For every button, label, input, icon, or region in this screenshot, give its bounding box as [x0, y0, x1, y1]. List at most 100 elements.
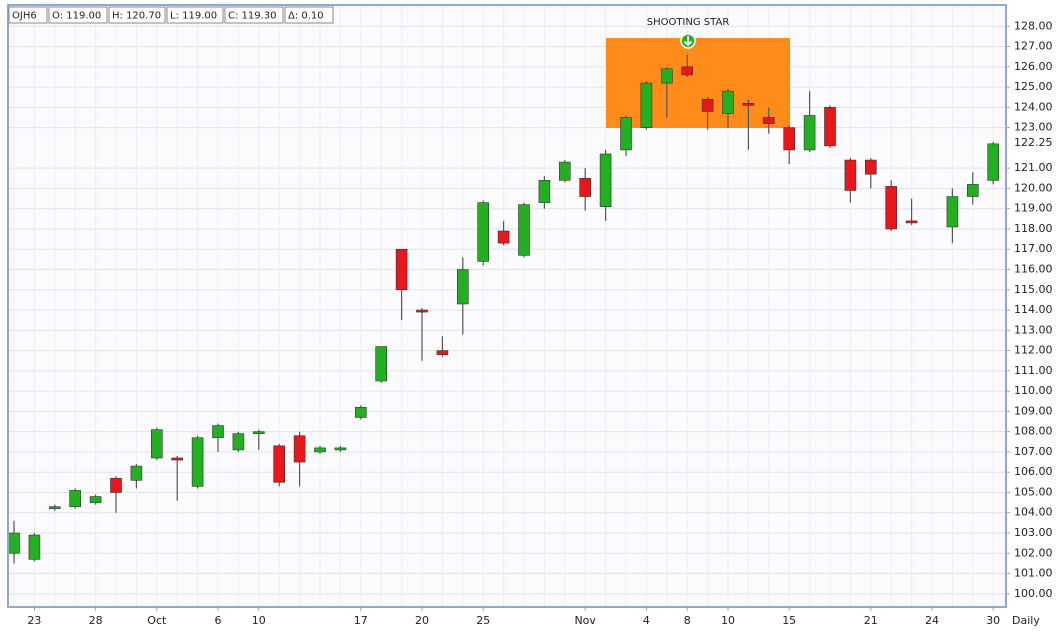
- candle-body: [375, 346, 388, 382]
- annotation: SHOOTING STAR: [647, 17, 730, 28]
- quote-text: Δ: 0.10: [288, 11, 324, 22]
- y-tick-label: 125.00: [1014, 80, 1053, 93]
- candle-body: [864, 159, 877, 175]
- pattern-arrow: [683, 36, 693, 47]
- candle-body: [89, 496, 102, 503]
- quote-cell: [284, 6, 334, 24]
- candle-body: [558, 161, 571, 181]
- x-tick-label: 24: [925, 614, 939, 627]
- candle-body: [538, 180, 551, 203]
- last-price-label: 122.25: [1014, 136, 1053, 149]
- candle-body: [681, 66, 694, 76]
- y-tick-label: 108.00: [1014, 425, 1053, 438]
- y-tick-label: 116.00: [1014, 263, 1053, 276]
- x-tick-label: 25: [476, 614, 490, 627]
- candle-body: [151, 429, 163, 459]
- y-tick-label: 107.00: [1014, 445, 1053, 458]
- candle-body: [620, 117, 632, 151]
- y-tick-label: 112.00: [1014, 344, 1053, 357]
- quote-cell: [224, 6, 284, 24]
- candle-body: [762, 117, 775, 124]
- y-tick-label: 127.00: [1014, 40, 1053, 53]
- x-tick-label: 10: [252, 614, 266, 627]
- axis: 100.00 101.00 102.00 103.00 104.00 105.00 106.…: [27, 19, 1052, 627]
- candle-body: [293, 435, 306, 463]
- period-label: Daily: [1012, 614, 1040, 627]
- candle-body: [253, 431, 265, 434]
- y-tick-label: 111.00: [1014, 364, 1053, 377]
- quote-cell: [48, 6, 108, 24]
- x-tick-label: 28: [89, 614, 103, 627]
- candle-body: [8, 532, 20, 554]
- candle-body: [477, 202, 490, 262]
- candle-body: [701, 98, 714, 112]
- quote-text: L: 119.00: [170, 11, 217, 22]
- quote-text: C: 119.30: [228, 11, 277, 22]
- quote-text: OJH6: [12, 11, 37, 22]
- y-tick-label: 120.00: [1014, 181, 1053, 194]
- candle-body: [497, 230, 510, 244]
- y-tick-label: 106.00: [1014, 465, 1053, 478]
- quote-cell: [108, 6, 166, 24]
- y-tick-label: 118.00: [1014, 222, 1053, 235]
- candle-body: [660, 68, 673, 84]
- x-tick-label: 17: [354, 614, 368, 627]
- y-tick-label: 128.00: [1014, 19, 1053, 32]
- y-tick-label: 109.00: [1014, 404, 1053, 417]
- pattern-highlight: [606, 38, 790, 128]
- y-tick-label: 100.00: [1014, 587, 1053, 600]
- candle-body: [966, 184, 979, 197]
- candle-body: [783, 127, 796, 151]
- candle-body: [946, 196, 959, 228]
- candle-body: [28, 534, 41, 560]
- y-tick-label: 114.00: [1014, 303, 1053, 316]
- x-tick-label: 23: [27, 614, 41, 627]
- candle-body: [416, 309, 428, 313]
- candle-body: [48, 506, 61, 509]
- candle-body: [844, 159, 857, 191]
- quote-cell: [166, 6, 224, 24]
- candle-body: [334, 447, 347, 451]
- candle-body: [905, 220, 918, 224]
- candle-body: [456, 269, 469, 305]
- y-tick-label: 126.00: [1014, 60, 1053, 73]
- candle-body: [742, 103, 755, 106]
- candle-body: [395, 248, 408, 291]
- candle-body: [354, 407, 367, 418]
- y-tick-label: 105.00: [1014, 485, 1053, 498]
- grid: [8, 5, 1006, 607]
- plot-area: [8, 5, 1006, 607]
- candle-body: [987, 143, 1000, 181]
- y-tick-label: 103.00: [1014, 526, 1053, 539]
- candle-body: [314, 447, 326, 453]
- candle-body: [191, 437, 204, 487]
- candle-body: [436, 350, 449, 355]
- candle-body: [803, 115, 816, 151]
- y-tick-label: 117.00: [1014, 242, 1053, 255]
- candle-body: [722, 90, 734, 114]
- quote-text: O: 119.00: [52, 11, 101, 22]
- y-tick-label: 115.00: [1014, 283, 1053, 296]
- x-tick-label: Oct: [147, 614, 167, 627]
- x-tick-label: Nov: [574, 614, 596, 627]
- x-tick-label: 10: [721, 614, 735, 627]
- candle-body: [69, 490, 81, 507]
- y-tick-label: 124.00: [1014, 100, 1053, 113]
- candle-body: [212, 425, 224, 439]
- candle-body: [518, 204, 530, 256]
- x-tick-label: 21: [864, 614, 878, 627]
- x-tick-label: 30: [986, 614, 1000, 627]
- y-tick-label: 102.00: [1014, 546, 1053, 559]
- candle-body: [599, 153, 612, 207]
- y-tick-label: 123.00: [1014, 121, 1053, 134]
- x-tick-label: 4: [643, 614, 650, 627]
- candle-body: [824, 107, 836, 147]
- y-tick-label: 113.00: [1014, 323, 1053, 336]
- plot-frame: [7, 4, 1007, 608]
- candle-body: [171, 457, 183, 461]
- candle-body: [273, 445, 286, 483]
- y-tick-label: 110.00: [1014, 384, 1053, 397]
- y-tick-label: 104.00: [1014, 506, 1053, 519]
- quote-cell: [8, 6, 48, 24]
